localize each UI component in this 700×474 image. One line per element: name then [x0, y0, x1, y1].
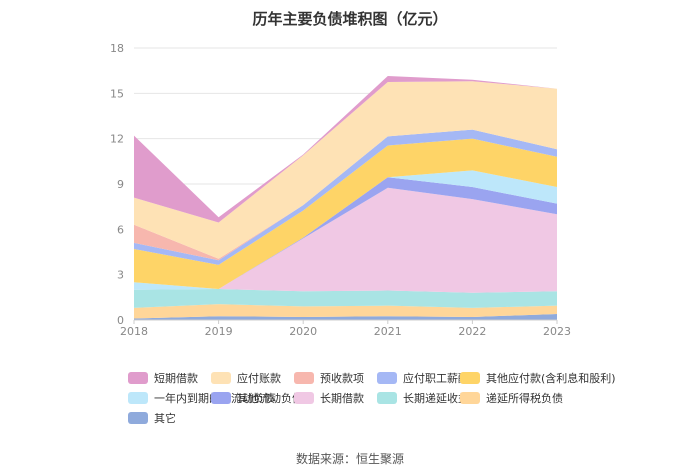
legend-label: 长期递延收益: [403, 392, 469, 405]
area-series: [134, 129, 557, 265]
area-series: [134, 289, 557, 308]
x-tick-label: 2023: [543, 325, 571, 338]
legend-item[interactable]: 应付职工薪酬: [377, 370, 469, 386]
legend-label: 短期借款: [154, 372, 198, 385]
legend-item[interactable]: 递延所得税负债: [460, 390, 563, 406]
legend-swatch: [377, 392, 397, 404]
legend-swatch: [460, 372, 480, 384]
legend-item[interactable]: 长期递延收益: [377, 390, 469, 406]
legend-swatch: [128, 392, 148, 404]
legend-swatch: [460, 392, 480, 404]
y-tick-label: 9: [117, 178, 124, 191]
legend-label: 递延所得税负债: [486, 392, 563, 405]
area-series: [134, 138, 557, 290]
legend-label: 其它: [154, 412, 176, 425]
area-series: [134, 75, 557, 223]
x-tick-label: 2020: [289, 325, 317, 338]
legend-swatch: [128, 412, 148, 424]
legend-item[interactable]: 短期借款: [128, 370, 198, 386]
legend-item[interactable]: 预收款项: [294, 370, 364, 386]
legend-swatch: [211, 372, 231, 384]
area-series: [134, 129, 557, 261]
y-tick-label: 6: [117, 223, 124, 236]
legend-label: 预收款项: [320, 372, 364, 385]
area-series: [134, 304, 557, 319]
legend-item[interactable]: 应付账款: [211, 370, 281, 386]
area-series: [134, 170, 557, 290]
legend-swatch: [377, 372, 397, 384]
x-tick-label: 2022: [458, 325, 486, 338]
area-series: [134, 81, 557, 259]
legend-label: 应付账款: [237, 372, 281, 385]
chart-title: 历年主要负债堆积图（亿元）: [252, 10, 448, 28]
legend-item[interactable]: 其他应付款(含利息和股利): [460, 370, 616, 386]
source-note: 数据来源：恒生聚源: [295, 452, 404, 466]
legend-swatch: [211, 392, 231, 404]
legend-item[interactable]: 其他流动负债: [211, 390, 303, 406]
y-tick-label: 3: [117, 269, 124, 282]
legend-swatch: [294, 372, 314, 384]
legend-label: 其他流动负债: [237, 392, 303, 405]
legend-swatch: [294, 392, 314, 404]
legend-label: 其他应付款(含利息和股利): [486, 372, 616, 385]
legend-label: 应付职工薪酬: [403, 372, 469, 385]
x-tick-label: 2019: [205, 325, 233, 338]
legend-item[interactable]: 其它: [128, 410, 176, 426]
legend-item[interactable]: 长期借款: [294, 390, 364, 406]
y-tick-label: 15: [110, 87, 124, 100]
y-tick-label: 0: [117, 314, 124, 327]
area-series: [134, 187, 557, 293]
x-tick-label: 2018: [120, 325, 148, 338]
y-tick-label: 18: [110, 42, 124, 55]
legend-swatch: [128, 372, 148, 384]
x-tick-label: 2021: [374, 325, 402, 338]
y-tick-label: 12: [110, 133, 124, 146]
legend-label: 长期借款: [320, 392, 364, 405]
area-series: [134, 313, 557, 320]
